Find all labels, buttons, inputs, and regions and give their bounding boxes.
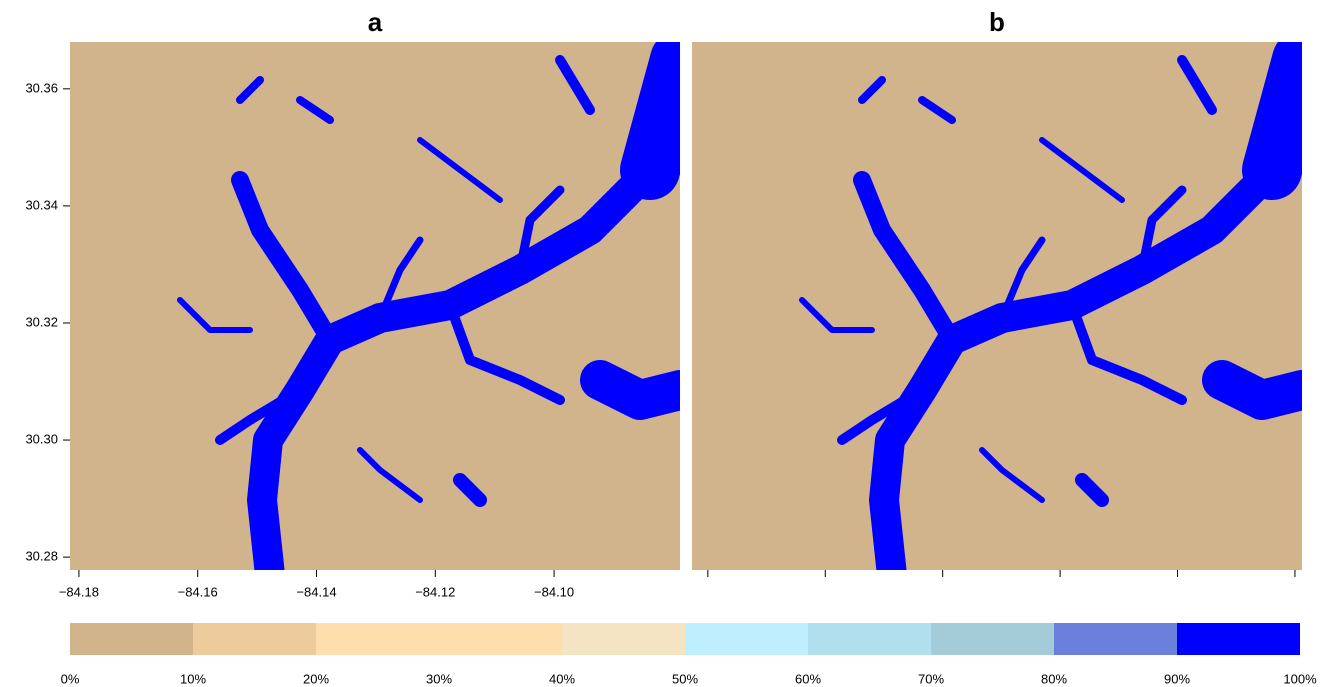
panel-title: a <box>368 7 383 37</box>
x-tick-label: −84.14 <box>296 584 336 599</box>
x-tick-label: −84.16 <box>178 584 218 599</box>
color-bin <box>1177 623 1300 655</box>
colorbar-label: 70% <box>918 671 944 686</box>
colorbar-label: 90% <box>1164 671 1190 686</box>
x-tick-label: −84.18 <box>59 584 99 599</box>
colorbar-label: 80% <box>1041 671 1067 686</box>
y-tick-label: 30.28 <box>25 549 58 564</box>
colorbar-label: 30% <box>426 671 452 686</box>
colorbar-label: 0% <box>61 671 80 686</box>
colorbar-label: 100% <box>1283 671 1317 686</box>
color-bin <box>316 623 439 655</box>
color-bin <box>562 623 685 655</box>
color-bin <box>439 623 562 655</box>
color-bin <box>808 623 931 655</box>
color-bin <box>931 623 1054 655</box>
x-tick-label: −84.10 <box>534 584 574 599</box>
y-tick-label: 30.30 <box>25 431 58 446</box>
colorbar-label: 10% <box>180 671 206 686</box>
y-tick-label: 30.32 <box>25 314 58 329</box>
x-tick-label: −84.12 <box>415 584 455 599</box>
colorbar-label: 50% <box>672 671 698 686</box>
color-bin <box>193 623 316 655</box>
y-tick-label: 30.36 <box>25 80 58 95</box>
colorbar-label: 20% <box>303 671 329 686</box>
color-bin <box>685 623 808 655</box>
color-bin <box>1054 623 1177 655</box>
y-tick-label: 30.34 <box>25 197 58 212</box>
panel-title: b <box>989 7 1005 37</box>
color-bin <box>70 623 193 655</box>
colorbar-label: 40% <box>549 671 575 686</box>
figure: a b −84.18 −84.16 −84.14 −84.12 −84.10 30.28 3… <box>0 0 1336 687</box>
colorbar-label: 60% <box>795 671 821 686</box>
